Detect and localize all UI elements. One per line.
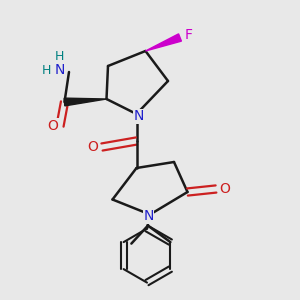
Text: H: H <box>55 50 64 63</box>
Text: N: N <box>134 110 144 123</box>
Text: F: F <box>185 28 193 42</box>
Text: O: O <box>88 140 98 154</box>
Text: H: H <box>42 64 51 77</box>
Polygon shape <box>146 34 182 51</box>
Text: O: O <box>47 119 58 133</box>
Text: O: O <box>220 182 230 196</box>
Text: N: N <box>143 209 154 223</box>
Text: N: N <box>54 64 64 77</box>
Polygon shape <box>64 98 106 106</box>
